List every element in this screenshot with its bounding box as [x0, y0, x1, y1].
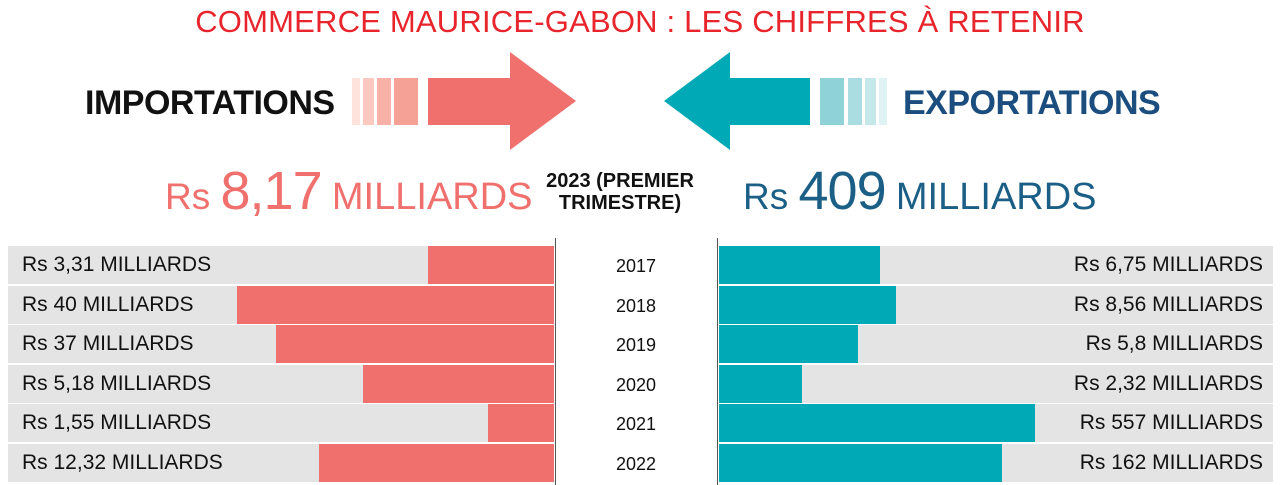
exports-value-label: Rs 8,56 MILLIARDS	[1073, 292, 1263, 316]
imports-value-label: Rs 12,32 MILLIARDS	[22, 450, 223, 474]
exports-value-label: Rs 2,32 MILLIARDS	[1073, 371, 1263, 395]
imports-row-background	[8, 404, 554, 442]
exports-value-label: Rs 6,75 MILLIARDS	[1073, 253, 1263, 276]
exports-row-background	[719, 364, 1273, 403]
exports-bar	[719, 246, 880, 284]
exports-bar	[719, 404, 1035, 442]
year-label: 2021	[615, 414, 657, 434]
exports-bar	[719, 364, 802, 403]
imports-value-label: Rs 3,31 MILLIARDS	[22, 253, 212, 276]
year-label: 2019	[615, 335, 657, 355]
imports-axis-line	[555, 238, 556, 485]
exports-total-prefix: Rs	[743, 176, 789, 217]
period-label-line1: 2023 (PREMIER	[546, 170, 694, 192]
imports-total-prefix: Rs	[165, 176, 211, 217]
year-label: 2020	[615, 374, 657, 395]
period-label-line2: TRIMESTRE)	[558, 192, 682, 214]
year-label: 2018	[615, 295, 657, 316]
export-arrow-icon	[664, 52, 887, 150]
imports-total-unit: MILLIARDS	[331, 176, 533, 218]
exports-bar	[719, 443, 1002, 482]
year-label: 2017	[615, 256, 657, 276]
exports-total: Rs 409 MILLIARDS	[743, 160, 1097, 222]
imports-bar	[276, 325, 554, 363]
imports-total-value: 8,17	[220, 161, 323, 221]
exports-bar	[719, 325, 858, 363]
exports-total-value: 409	[798, 161, 887, 221]
imports-value-label: Rs 40 MILLIARDS	[22, 292, 194, 316]
imports-bar	[488, 404, 554, 442]
exports-value-label: Rs 162 MILLIARDS	[1079, 450, 1263, 474]
exports-axis-line	[717, 238, 718, 485]
imports-bar	[428, 246, 554, 284]
year-label: 2022	[615, 453, 657, 474]
exports-bar	[719, 285, 896, 324]
imports-label: IMPORTATIONS	[85, 84, 335, 122]
exports-value-label: Rs 557 MILLIARDS	[1079, 411, 1263, 434]
import-arrow-icon	[352, 52, 576, 150]
imports-bar	[319, 443, 554, 482]
imports-bar	[363, 364, 554, 403]
imports-bar	[237, 285, 554, 324]
imports-total: Rs 8,17 MILLIARDS	[165, 160, 533, 222]
imports-value-label: Rs 5,18 MILLIARDS	[22, 371, 212, 395]
period-label: 2023 (PREMIER TRIMESTRE)	[510, 170, 730, 214]
exports-total-unit: MILLIARDS	[895, 176, 1097, 218]
chart-title: COMMERCE MAURICE-GABON : LES CHIFFRES À …	[195, 4, 1085, 39]
exports-label: EXPORTATIONS	[903, 84, 1161, 122]
imports-value-label: Rs 1,55 MILLIARDS	[22, 411, 212, 434]
imports-value-label: Rs 37 MILLIARDS	[22, 332, 194, 355]
exports-value-label: Rs 5,8 MILLIARDS	[1085, 332, 1263, 355]
